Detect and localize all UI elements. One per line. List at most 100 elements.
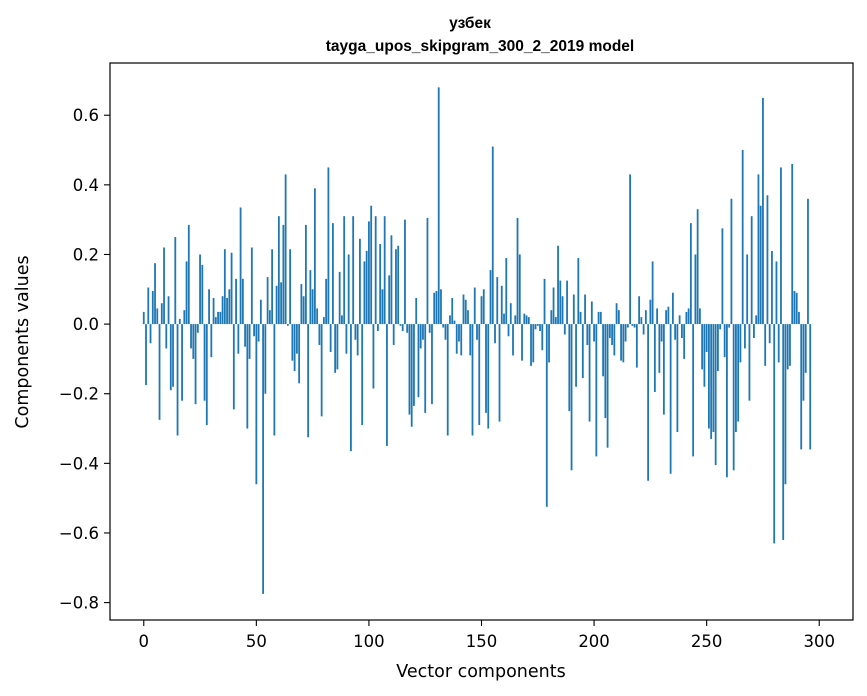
bar-207 xyxy=(608,324,611,339)
chart-title: узбек xyxy=(449,15,491,32)
bar-140 xyxy=(458,324,460,342)
bar-77 xyxy=(316,308,319,325)
bar-61 xyxy=(280,282,283,325)
bar-4 xyxy=(151,291,154,325)
bar-277 xyxy=(766,195,769,325)
bar-164 xyxy=(512,324,514,356)
bar-25 xyxy=(199,254,201,325)
bar-288 xyxy=(791,163,794,325)
bar-26 xyxy=(201,264,204,325)
bar-221 xyxy=(640,317,643,325)
y-tick-label: −0.2 xyxy=(59,385,99,404)
bar-157 xyxy=(496,277,499,325)
bar-184 xyxy=(557,245,559,325)
bar-169 xyxy=(523,313,526,325)
bar-141 xyxy=(460,324,463,356)
bar-129 xyxy=(433,292,436,325)
bar-110 xyxy=(390,235,393,325)
bar-9 xyxy=(163,247,165,325)
bar-97 xyxy=(361,324,364,426)
bar-155 xyxy=(491,146,494,325)
bar-271 xyxy=(753,324,755,339)
bar-3 xyxy=(149,324,152,344)
bar-160 xyxy=(503,313,505,325)
bar-261 xyxy=(730,198,733,325)
bar-153 xyxy=(487,324,490,429)
bar-113 xyxy=(397,245,400,325)
bar-178 xyxy=(543,278,546,325)
bar-181 xyxy=(550,310,553,325)
bar-234 xyxy=(669,324,672,474)
x-tick-label: 250 xyxy=(691,632,723,651)
bar-291 xyxy=(798,311,800,325)
bar-111 xyxy=(392,324,395,345)
bar-242 xyxy=(687,308,690,325)
bar-147 xyxy=(473,287,476,325)
bar-293 xyxy=(802,324,805,401)
bar-200 xyxy=(593,324,595,342)
bar-183 xyxy=(554,317,557,325)
bar-218 xyxy=(633,324,636,328)
bar-53 xyxy=(262,324,264,594)
bar-191 xyxy=(572,294,575,325)
bar-282 xyxy=(777,324,780,363)
bar-99 xyxy=(365,250,368,325)
bar-117 xyxy=(406,324,409,333)
bar-214 xyxy=(624,324,627,342)
bar-170 xyxy=(525,315,528,325)
bar-75 xyxy=(311,289,314,325)
bar-51 xyxy=(257,324,260,342)
bar-239 xyxy=(680,324,683,339)
bar-272 xyxy=(755,315,758,325)
bar-259 xyxy=(726,324,728,478)
bar-241 xyxy=(685,311,688,325)
bar-56 xyxy=(268,310,271,325)
bar-152 xyxy=(485,324,487,413)
bar-267 xyxy=(744,324,746,349)
bar-203 xyxy=(599,311,602,325)
bar-279 xyxy=(771,250,773,325)
bar-37 xyxy=(226,297,228,325)
bar-137 xyxy=(451,297,454,325)
bar-86 xyxy=(336,324,339,370)
bar-133 xyxy=(442,324,445,328)
bar-216 xyxy=(629,174,631,325)
bar-71 xyxy=(302,296,305,325)
bar-67 xyxy=(293,324,296,372)
y-axis-ticks: −0.8 −0.6 −0.4 −0.2 0.0 0.2 0.4 0.6 xyxy=(59,106,110,613)
bar-80 xyxy=(322,317,325,325)
x-tick-label: 200 xyxy=(578,632,610,651)
bar-36 xyxy=(223,249,226,325)
bar-6 xyxy=(156,308,159,325)
bar-31 xyxy=(212,297,215,325)
bar-236 xyxy=(674,324,677,340)
y-tick-label: −0.8 xyxy=(59,594,99,613)
bar-34 xyxy=(219,311,222,325)
bar-89 xyxy=(343,216,346,325)
bar-156 xyxy=(494,324,496,344)
bar-55 xyxy=(266,277,269,325)
bar-123 xyxy=(419,324,422,349)
bar-32 xyxy=(214,317,217,325)
bar-149 xyxy=(478,324,481,426)
bar-116 xyxy=(404,219,406,325)
bar-249 xyxy=(703,324,706,387)
bar-265 xyxy=(739,324,742,363)
bar-39 xyxy=(230,252,233,325)
bar-98 xyxy=(363,261,366,325)
bar-275 xyxy=(762,97,764,325)
bar-45 xyxy=(244,324,246,347)
bar-19 xyxy=(185,261,188,325)
bar-210 xyxy=(615,303,618,325)
bar-60 xyxy=(277,216,280,325)
bar-145 xyxy=(469,324,472,356)
x-tick-label: 50 xyxy=(246,632,267,651)
bar-91 xyxy=(347,254,350,325)
bar-284 xyxy=(782,324,785,540)
bar-289 xyxy=(793,291,796,325)
bar-2 xyxy=(147,287,150,325)
bar-70 xyxy=(300,284,303,325)
bar-47 xyxy=(248,324,251,359)
bar-273 xyxy=(757,174,760,325)
bar-143 xyxy=(464,299,467,325)
